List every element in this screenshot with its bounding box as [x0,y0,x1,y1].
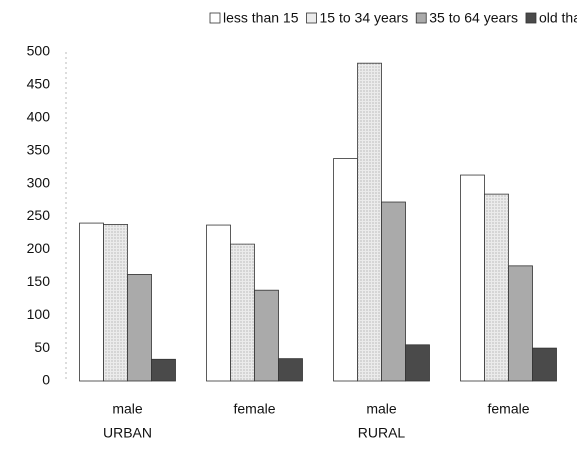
legend-label: 15 to 34 years [320,10,409,26]
bar [508,265,533,382]
bar [381,201,406,382]
bar [405,344,430,382]
bar [103,223,128,382]
bar [206,224,231,382]
legend-swatch [415,12,427,24]
group-label: RURAL [358,425,406,441]
bar [333,158,358,382]
y-tick-label: 250 [27,207,51,223]
x-tick-label: male [366,401,397,417]
x-tick-label: female [487,401,529,417]
bar [230,243,255,382]
y-tick-label: 350 [27,141,51,157]
legend-label: 35 to 64 years [429,10,518,26]
legend-swatch [306,12,317,24]
y-tick-label: 50 [34,339,50,355]
x-tick-label: male [112,401,143,417]
y-tick-label: 150 [27,273,51,289]
y-tick-label: 0 [42,372,50,388]
group-label: URBAN [103,425,152,441]
bar [151,358,176,382]
bar [460,174,485,382]
bar [278,358,303,382]
bar [79,222,104,382]
y-tick-label: 450 [27,76,51,92]
x-tick-label: female [233,401,275,417]
y-tick-label: 300 [27,174,51,190]
legend-swatch [525,12,537,24]
bar [357,62,382,382]
bar [127,274,152,382]
legend-label: old than 65 [539,10,577,26]
bar [532,347,557,382]
y-tick-label: 500 [27,43,51,59]
legend-label: less than 15 [223,10,299,26]
legend-swatch [209,12,221,24]
y-tick-label: 100 [27,306,51,322]
y-tick-label: 200 [27,240,51,256]
y-tick-label: 400 [27,109,51,125]
bar [254,289,279,382]
bar [484,193,509,382]
